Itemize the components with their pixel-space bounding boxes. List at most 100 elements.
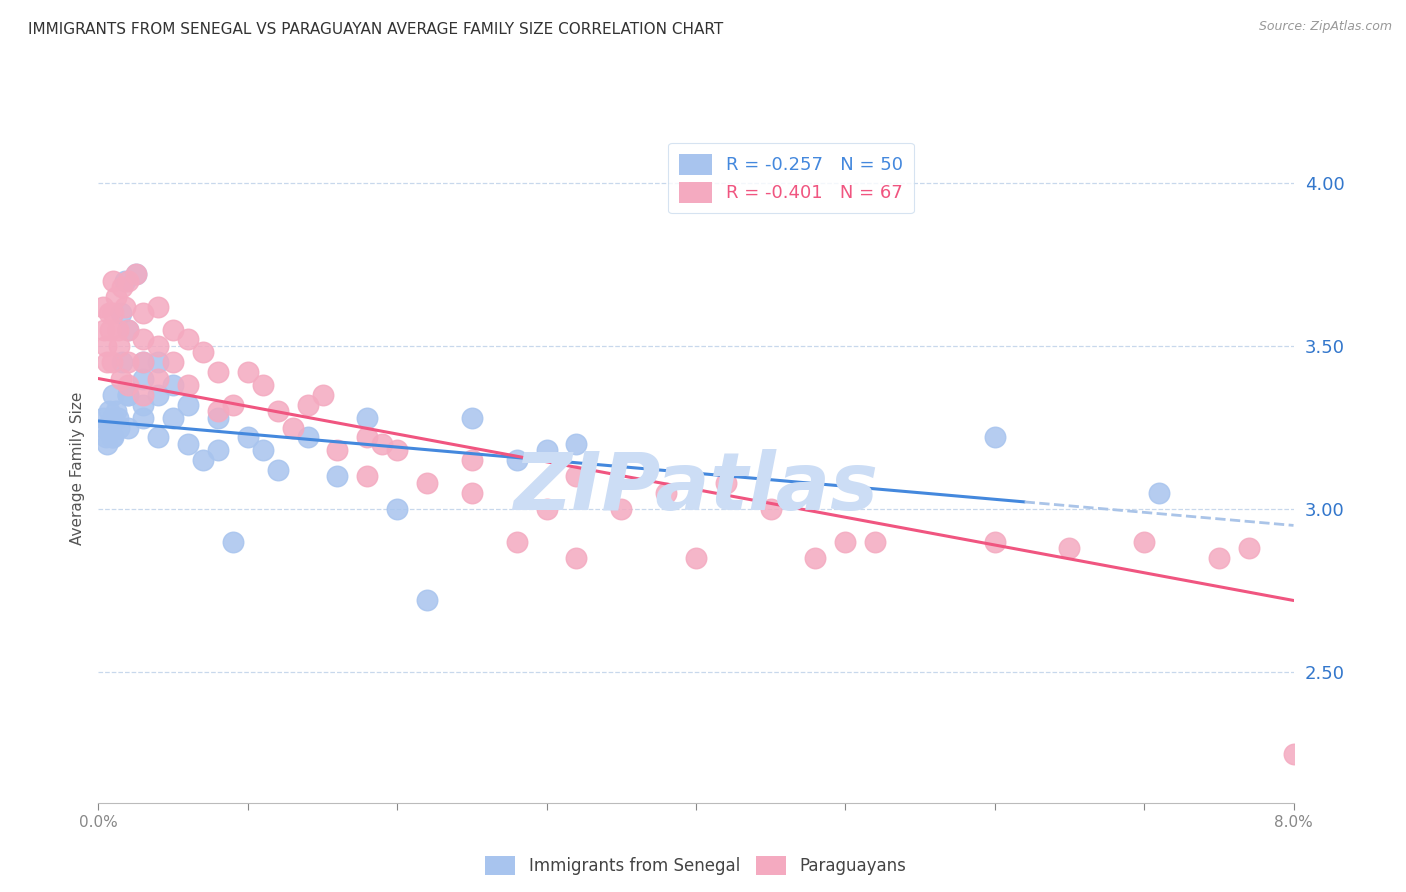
Point — [610, 502, 633, 516]
Point — [107, 323, 129, 337]
Point — [108, 420, 131, 434]
Point — [103, 274, 125, 288]
Point — [1237, 541, 1260, 556]
Point — [107, 410, 129, 425]
Point — [117, 388, 139, 402]
Point — [105, 290, 128, 304]
Point — [114, 274, 136, 288]
Point — [983, 534, 1005, 549]
Point — [326, 443, 349, 458]
Point — [108, 339, 131, 353]
Point — [101, 355, 124, 369]
Point — [416, 475, 439, 490]
Point — [177, 398, 200, 412]
Point — [103, 430, 125, 444]
Point — [117, 420, 139, 434]
Point — [93, 420, 115, 434]
Point — [297, 430, 319, 444]
Point — [114, 300, 136, 314]
Point — [252, 443, 274, 458]
Point — [132, 355, 155, 369]
Point — [105, 404, 128, 418]
Point — [101, 430, 124, 444]
Point — [281, 420, 304, 434]
Point — [207, 443, 229, 458]
Point — [536, 502, 558, 516]
Point — [110, 306, 132, 320]
Point — [132, 332, 155, 346]
Y-axis label: Average Family Size: Average Family Size — [69, 392, 84, 545]
Point — [1133, 534, 1156, 549]
Point — [162, 378, 184, 392]
Point — [385, 443, 409, 458]
Point — [207, 404, 229, 418]
Point — [117, 274, 139, 288]
Point — [96, 355, 118, 369]
Point — [236, 430, 259, 444]
Point — [111, 355, 134, 369]
Point — [207, 410, 229, 425]
Point — [97, 404, 120, 418]
Point — [98, 420, 122, 434]
Point — [117, 378, 139, 392]
Text: Source: ZipAtlas.com: Source: ZipAtlas.com — [1258, 20, 1392, 33]
Point — [191, 453, 214, 467]
Point — [117, 388, 139, 402]
Text: ZIPatlas: ZIPatlas — [513, 450, 879, 527]
Point — [1208, 551, 1230, 566]
Point — [191, 345, 214, 359]
Point — [565, 469, 588, 483]
Point — [110, 371, 132, 385]
Point — [97, 306, 120, 320]
Point — [267, 404, 290, 418]
Point — [132, 355, 155, 369]
Point — [356, 410, 378, 425]
Point — [98, 323, 122, 337]
Text: IMMIGRANTS FROM SENEGAL VS PARAGUAYAN AVERAGE FAMILY SIZE CORRELATION CHART: IMMIGRANTS FROM SENEGAL VS PARAGUAYAN AV… — [28, 22, 723, 37]
Point — [236, 365, 259, 379]
Point — [111, 280, 134, 294]
Point — [207, 365, 229, 379]
Point — [983, 430, 1005, 444]
Point — [461, 410, 484, 425]
Point — [1282, 747, 1305, 761]
Point — [117, 323, 139, 337]
Point — [759, 502, 782, 516]
Point — [148, 430, 170, 444]
Point — [177, 437, 200, 451]
Point — [1147, 485, 1170, 500]
Point — [326, 469, 349, 483]
Point — [148, 339, 170, 353]
Point — [863, 534, 886, 549]
Point — [148, 388, 170, 402]
Point — [132, 398, 155, 412]
Point — [222, 534, 245, 549]
Point — [385, 502, 409, 516]
Point — [267, 463, 290, 477]
Point — [177, 332, 200, 346]
Point — [565, 437, 588, 451]
Point — [461, 453, 484, 467]
Point — [356, 469, 378, 483]
Point — [132, 371, 155, 385]
Point — [565, 551, 588, 566]
Point — [222, 398, 245, 412]
Point — [506, 453, 529, 467]
Point — [103, 410, 125, 425]
Point — [94, 339, 117, 353]
Point — [252, 378, 274, 392]
Point — [162, 355, 184, 369]
Point — [834, 534, 856, 549]
Point — [117, 323, 139, 337]
Point — [655, 485, 678, 500]
Point — [91, 410, 114, 425]
Point — [1059, 541, 1081, 556]
Point — [536, 443, 558, 458]
Point — [103, 388, 125, 402]
Point — [416, 593, 439, 607]
Point — [461, 485, 484, 500]
Point — [371, 437, 394, 451]
Point — [93, 323, 115, 337]
Point — [162, 410, 184, 425]
Point — [685, 551, 707, 566]
